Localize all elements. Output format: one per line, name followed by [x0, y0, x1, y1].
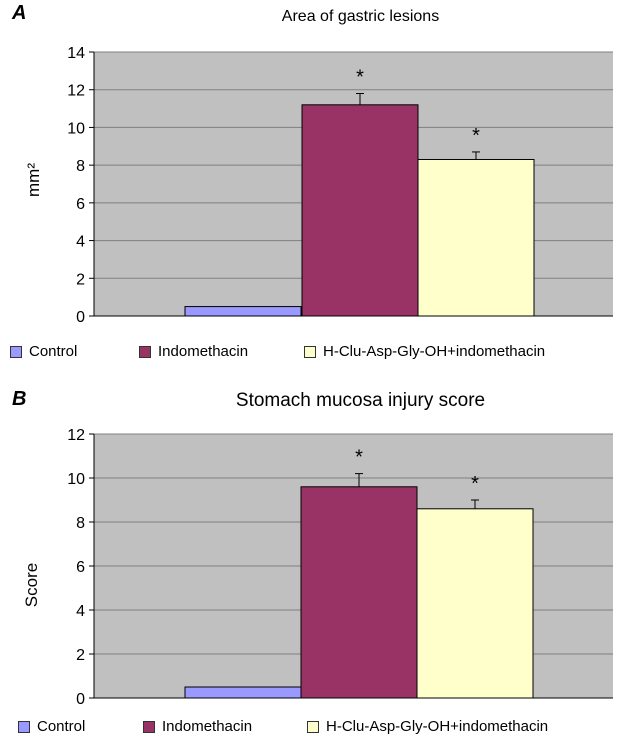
panel-label-a: A — [12, 2, 27, 24]
panel-label-b: B — [12, 388, 27, 410]
legend-swatch-indomethacin — [143, 720, 155, 733]
y-tick-label: 10 — [67, 471, 85, 488]
chart-title-a: Area of gastric lesions — [281, 8, 440, 25]
legend-item-peptide: H-Clu-Asp-Gly-OH+indomethacin — [307, 718, 548, 735]
bar-chart-b: 0 2 4 6 8 10 12 * * — [67, 427, 613, 708]
significance-marker-indomethacin: * — [356, 66, 364, 88]
legend-item-indomethacin: Indomethacin — [139, 343, 248, 360]
y-tick-label: 0 — [76, 691, 85, 708]
legend-label-peptide: H-Clu-Asp-Gly-OH+indomethacin — [323, 343, 546, 360]
y-tick-label: 2 — [76, 271, 85, 288]
legend-label-peptide: H-Clu-Asp-Gly-OH+indomethacin — [326, 718, 549, 735]
y-tick-label: 6 — [76, 559, 85, 576]
y-tick-label: 0 — [76, 309, 85, 326]
legend-label-indomethacin: Indomethacin — [162, 718, 253, 735]
chart-panel-a: A Area of gastric lesions mm² 0 2 4 6 8 10 12 1… — [0, 0, 623, 368]
y-tick-label: 8 — [76, 515, 85, 532]
bar-h-clu-asp-gly-oh-indomethacin — [417, 158, 535, 317]
legend-item-peptide: H-Clu-Asp-Gly-OH+indomethacin — [304, 343, 545, 360]
bar-chart-a: 0 2 4 6 8 10 12 14 * * — [67, 45, 613, 326]
y-tick-label: 10 — [67, 120, 85, 137]
legend-label-indomethacin: Indomethacin — [158, 343, 249, 360]
bar-control — [184, 686, 302, 699]
y-tick-label: 12 — [67, 83, 85, 100]
significance-marker-h-clu-asp-gly-oh-indomethacin: * — [472, 125, 480, 147]
chart-title-b: Stomach mucosa injury score — [235, 390, 486, 411]
legend-swatch-control — [18, 720, 30, 733]
bar-control — [184, 306, 302, 317]
y-tick-label: 14 — [67, 45, 85, 62]
legend-item-control: Control — [10, 343, 77, 360]
y-tick-label: 12 — [67, 427, 85, 444]
legend-swatch-peptide — [307, 720, 319, 733]
legend-item-indomethacin: Indomethacin — [143, 718, 252, 735]
y-tick-label: 2 — [76, 647, 85, 664]
y-tick-label: 4 — [76, 234, 85, 251]
significance-marker-indomethacin: * — [355, 447, 363, 469]
legend-label-control: Control — [29, 343, 78, 360]
legend-label-control: Control — [37, 718, 86, 735]
y-tick-label: 4 — [76, 603, 85, 620]
bar-indomethacin — [300, 486, 418, 699]
legend-swatch-peptide — [304, 345, 316, 358]
y-tick-label: 8 — [76, 158, 85, 175]
y-tick-label: 6 — [76, 196, 85, 213]
legend-swatch-indomethacin — [139, 345, 151, 358]
bar-indomethacin — [301, 104, 419, 317]
significance-marker-h-clu-asp-gly-oh-indomethacin: * — [471, 473, 479, 495]
legend-swatch-control — [10, 345, 22, 358]
bar-h-clu-asp-gly-oh-indomethacin — [416, 508, 534, 699]
legend-item-control: Control — [18, 718, 85, 735]
